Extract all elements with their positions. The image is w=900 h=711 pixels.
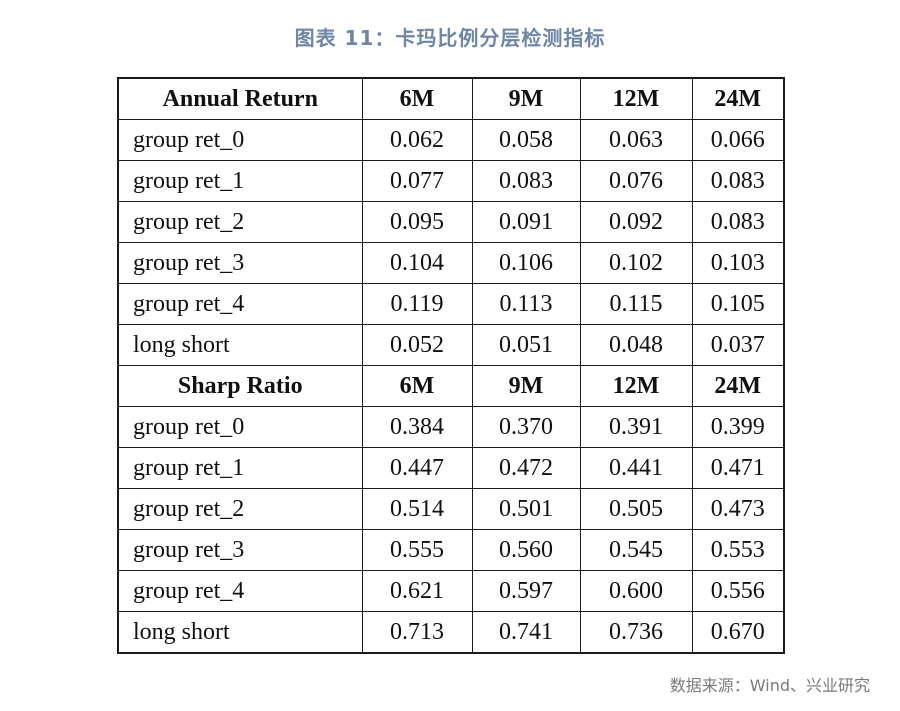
value-cell: 0.736 xyxy=(579,611,693,654)
value-cell: 0.062 xyxy=(361,119,473,161)
value-cell: 0.560 xyxy=(471,529,581,571)
period-header-cell: 9M xyxy=(471,365,581,407)
row-label-cell: group ret_2 xyxy=(117,488,363,530)
row-label-cell: group ret_0 xyxy=(117,119,363,161)
value-cell: 0.115 xyxy=(579,283,693,325)
table-row: group ret_0 0.062 0.058 0.063 0.066 xyxy=(117,119,785,161)
row-label-cell: group ret_4 xyxy=(117,283,363,325)
value-cell: 0.077 xyxy=(361,160,473,202)
value-cell: 0.447 xyxy=(361,447,473,489)
row-label-cell: group ret_3 xyxy=(117,242,363,284)
row-label-cell: long short xyxy=(117,324,363,366)
value-cell: 0.113 xyxy=(471,283,581,325)
value-cell: 0.713 xyxy=(361,611,473,654)
row-label-cell: group ret_1 xyxy=(117,160,363,202)
value-cell: 0.102 xyxy=(579,242,693,284)
metrics-table-body: Annual Return 6M 9M 12M 24M group ret_0 0.062 0… xyxy=(117,77,785,654)
value-cell: 0.083 xyxy=(471,160,581,202)
value-cell: 0.441 xyxy=(579,447,693,489)
value-cell: 0.076 xyxy=(579,160,693,202)
value-cell: 0.505 xyxy=(579,488,693,530)
table-row: group ret_0 0.384 0.370 0.391 0.399 xyxy=(117,406,785,448)
table-row: long short 0.052 0.051 0.048 0.037 xyxy=(117,324,785,366)
row-label-cell: group ret_1 xyxy=(117,447,363,489)
value-cell: 0.556 xyxy=(691,570,785,612)
row-label-cell: group ret_0 xyxy=(117,406,363,448)
table-row: group ret_2 0.095 0.091 0.092 0.083 xyxy=(117,201,785,243)
table-row: long short 0.713 0.741 0.736 0.670 xyxy=(117,611,785,654)
value-cell: 0.104 xyxy=(361,242,473,284)
table-row: group ret_2 0.514 0.501 0.505 0.473 xyxy=(117,488,785,530)
value-cell: 0.119 xyxy=(361,283,473,325)
value-cell: 0.472 xyxy=(471,447,581,489)
value-cell: 0.066 xyxy=(691,119,785,161)
row-label-cell: long short xyxy=(117,611,363,654)
value-cell: 0.091 xyxy=(471,201,581,243)
value-cell: 0.052 xyxy=(361,324,473,366)
section-title-cell: Sharp Ratio xyxy=(117,365,363,407)
value-cell: 0.083 xyxy=(691,160,785,202)
value-cell: 0.048 xyxy=(579,324,693,366)
metrics-table-container: Annual Return 6M 9M 12M 24M group ret_0 0.062 0… xyxy=(117,77,785,654)
value-cell: 0.555 xyxy=(361,529,473,571)
figure-title: 图表 11：卡玛比例分层检测指标 xyxy=(294,26,606,50)
metrics-table: Annual Return 6M 9M 12M 24M group ret_0 0.062 0… xyxy=(117,77,785,654)
table-row: group ret_1 0.077 0.083 0.076 0.083 xyxy=(117,160,785,202)
value-cell: 0.391 xyxy=(579,406,693,448)
section-title-cell: Annual Return xyxy=(117,77,363,120)
value-cell: 0.597 xyxy=(471,570,581,612)
value-cell: 0.083 xyxy=(691,201,785,243)
period-header-cell: 6M xyxy=(361,77,473,120)
section-header-row: Sharp Ratio 6M 9M 12M 24M xyxy=(117,365,785,407)
value-cell: 0.621 xyxy=(361,570,473,612)
value-cell: 0.399 xyxy=(691,406,785,448)
value-cell: 0.600 xyxy=(579,570,693,612)
section-header-row: Annual Return 6M 9M 12M 24M xyxy=(117,77,785,120)
value-cell: 0.095 xyxy=(361,201,473,243)
table-row: group ret_4 0.621 0.597 0.600 0.556 xyxy=(117,570,785,612)
row-label-cell: group ret_3 xyxy=(117,529,363,571)
value-cell: 0.106 xyxy=(471,242,581,284)
value-cell: 0.545 xyxy=(579,529,693,571)
value-cell: 0.092 xyxy=(579,201,693,243)
period-header-cell: 24M xyxy=(691,77,785,120)
value-cell: 0.051 xyxy=(471,324,581,366)
period-header-cell: 12M xyxy=(579,365,693,407)
table-row: group ret_3 0.104 0.106 0.102 0.103 xyxy=(117,242,785,284)
value-cell: 0.514 xyxy=(361,488,473,530)
period-header-cell: 12M xyxy=(579,77,693,120)
table-row: group ret_1 0.447 0.472 0.441 0.471 xyxy=(117,447,785,489)
row-label-cell: group ret_2 xyxy=(117,201,363,243)
value-cell: 0.105 xyxy=(691,283,785,325)
period-header-cell: 6M xyxy=(361,365,473,407)
value-cell: 0.471 xyxy=(691,447,785,489)
value-cell: 0.370 xyxy=(471,406,581,448)
value-cell: 0.063 xyxy=(579,119,693,161)
value-cell: 0.670 xyxy=(691,611,785,654)
value-cell: 0.473 xyxy=(691,488,785,530)
period-header-cell: 24M xyxy=(691,365,785,407)
row-label-cell: group ret_4 xyxy=(117,570,363,612)
table-row: group ret_3 0.555 0.560 0.545 0.553 xyxy=(117,529,785,571)
table-row: group ret_4 0.119 0.113 0.115 0.105 xyxy=(117,283,785,325)
period-header-cell: 9M xyxy=(471,77,581,120)
value-cell: 0.058 xyxy=(471,119,581,161)
value-cell: 0.501 xyxy=(471,488,581,530)
source-note: 数据来源：Wind、兴业研究 xyxy=(669,676,870,695)
value-cell: 0.553 xyxy=(691,529,785,571)
value-cell: 0.103 xyxy=(691,242,785,284)
value-cell: 0.037 xyxy=(691,324,785,366)
value-cell: 0.741 xyxy=(471,611,581,654)
value-cell: 0.384 xyxy=(361,406,473,448)
